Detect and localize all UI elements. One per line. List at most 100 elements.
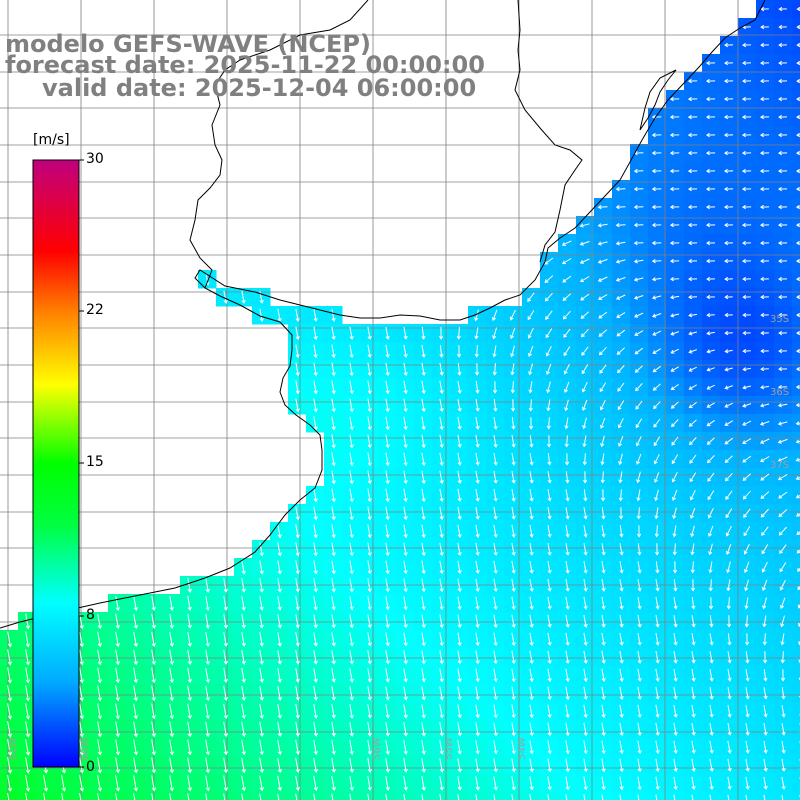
wind-arrow	[690, 561, 695, 574]
wind-arrow	[708, 579, 713, 592]
wind-arrow	[723, 132, 734, 138]
wind-arrow	[723, 204, 734, 210]
wind-arrow	[745, 776, 750, 791]
wind-arrow	[511, 722, 516, 737]
wind-arrow	[652, 330, 662, 336]
wind-arrow	[385, 668, 390, 683]
wind-arrow	[742, 473, 752, 481]
wind-arrow	[475, 452, 480, 466]
wind-arrow	[492, 363, 497, 376]
wind-arrow	[706, 240, 716, 246]
wind-arrow	[511, 471, 516, 484]
wind-arrow	[581, 381, 588, 393]
wind-arrow	[600, 471, 605, 484]
wind-speed-cell	[90, 792, 109, 800]
wind-arrow	[706, 402, 715, 408]
wind-arrow	[25, 793, 28, 800]
wind-arrow	[618, 435, 624, 447]
wind-arrow	[724, 437, 734, 445]
wind-arrow	[313, 542, 318, 557]
wind-arrow	[691, 615, 696, 628]
wind-arrow	[241, 757, 246, 774]
wind-arrow	[778, 491, 788, 499]
wind-arrow	[745, 740, 750, 754]
wind-arrow	[385, 686, 390, 701]
wind-arrow	[529, 471, 534, 484]
wind-arrow	[655, 615, 660, 628]
wind-arrow	[637, 579, 642, 592]
wind-arrow	[277, 308, 282, 323]
wind-arrow	[601, 579, 606, 592]
wind-arrow	[601, 668, 606, 683]
wind-arrow	[241, 632, 246, 647]
wind-arrow	[673, 597, 678, 610]
wind-arrow	[724, 455, 733, 463]
wind-arrow	[79, 721, 85, 738]
wind-arrow	[759, 421, 770, 426]
wind-arrow	[457, 632, 462, 647]
wind-speed-cell	[558, 792, 577, 800]
wind-arrow	[742, 367, 751, 372]
wind-arrow	[295, 362, 300, 377]
wind-arrow	[544, 257, 554, 265]
wind-speed-cell	[180, 792, 199, 800]
wind-arrow	[763, 794, 766, 800]
wind-arrow	[547, 596, 552, 610]
wind-arrow	[724, 240, 734, 246]
wind-arrow	[778, 526, 787, 536]
wind-arrow	[778, 276, 788, 282]
wind-arrow	[651, 258, 662, 264]
wind-arrow	[760, 42, 769, 48]
wind-arrow	[439, 362, 444, 376]
wind-arrow	[725, 525, 732, 537]
title-forecast-date: forecast date: 2025-11-22 00:00:00	[5, 51, 485, 79]
wind-arrow	[277, 793, 280, 800]
border-path	[189, 0, 369, 289]
wind-arrow	[580, 311, 590, 319]
wind-arrow	[385, 470, 390, 485]
wind-arrow	[670, 348, 680, 354]
wind-arrow	[615, 186, 626, 192]
wind-arrow	[295, 668, 300, 683]
wind-arrow	[759, 114, 770, 120]
wind-arrow	[725, 543, 732, 555]
wind-arrow	[79, 685, 84, 702]
wind-arrow	[673, 758, 678, 773]
wind-arrow	[727, 723, 732, 736]
wind-arrow	[493, 632, 498, 647]
wind-arrow	[742, 42, 752, 48]
wind-arrow	[385, 740, 390, 755]
latitude-label: 35S	[770, 314, 789, 325]
wind-arrow	[475, 704, 480, 719]
wind-arrow	[295, 757, 300, 773]
wind-arrow	[349, 775, 354, 792]
wind-arrow	[689, 454, 697, 464]
wind-arrow	[741, 222, 752, 228]
wind-arrow	[367, 596, 372, 611]
wind-speed-cell	[378, 792, 397, 800]
wind-speed-cell	[18, 792, 37, 800]
wind-arrow	[635, 436, 642, 447]
wind-arrow	[313, 416, 318, 431]
wind-arrow	[688, 349, 697, 354]
wind-arrow	[565, 632, 570, 647]
wind-speed-cell	[792, 738, 800, 757]
wind-arrow	[689, 437, 697, 446]
wind-speed-cell	[792, 108, 800, 127]
wind-arrow	[259, 650, 264, 665]
wind-arrow	[619, 525, 624, 538]
wind-arrow	[313, 704, 318, 719]
wind-arrow	[25, 631, 30, 648]
wind-arrow	[778, 78, 788, 84]
wind-arrow	[763, 687, 768, 700]
wind-arrow	[689, 489, 696, 501]
wind-speed-cell	[702, 792, 721, 800]
wind-arrow	[331, 470, 336, 485]
wind-arrow	[581, 364, 589, 375]
wind-arrow	[760, 385, 770, 390]
colorbar-unit: [m/s]	[33, 132, 70, 148]
wind-arrow	[493, 542, 498, 556]
wind-arrow	[457, 470, 462, 485]
wind-arrow	[759, 403, 770, 408]
wind-arrow	[655, 633, 660, 646]
